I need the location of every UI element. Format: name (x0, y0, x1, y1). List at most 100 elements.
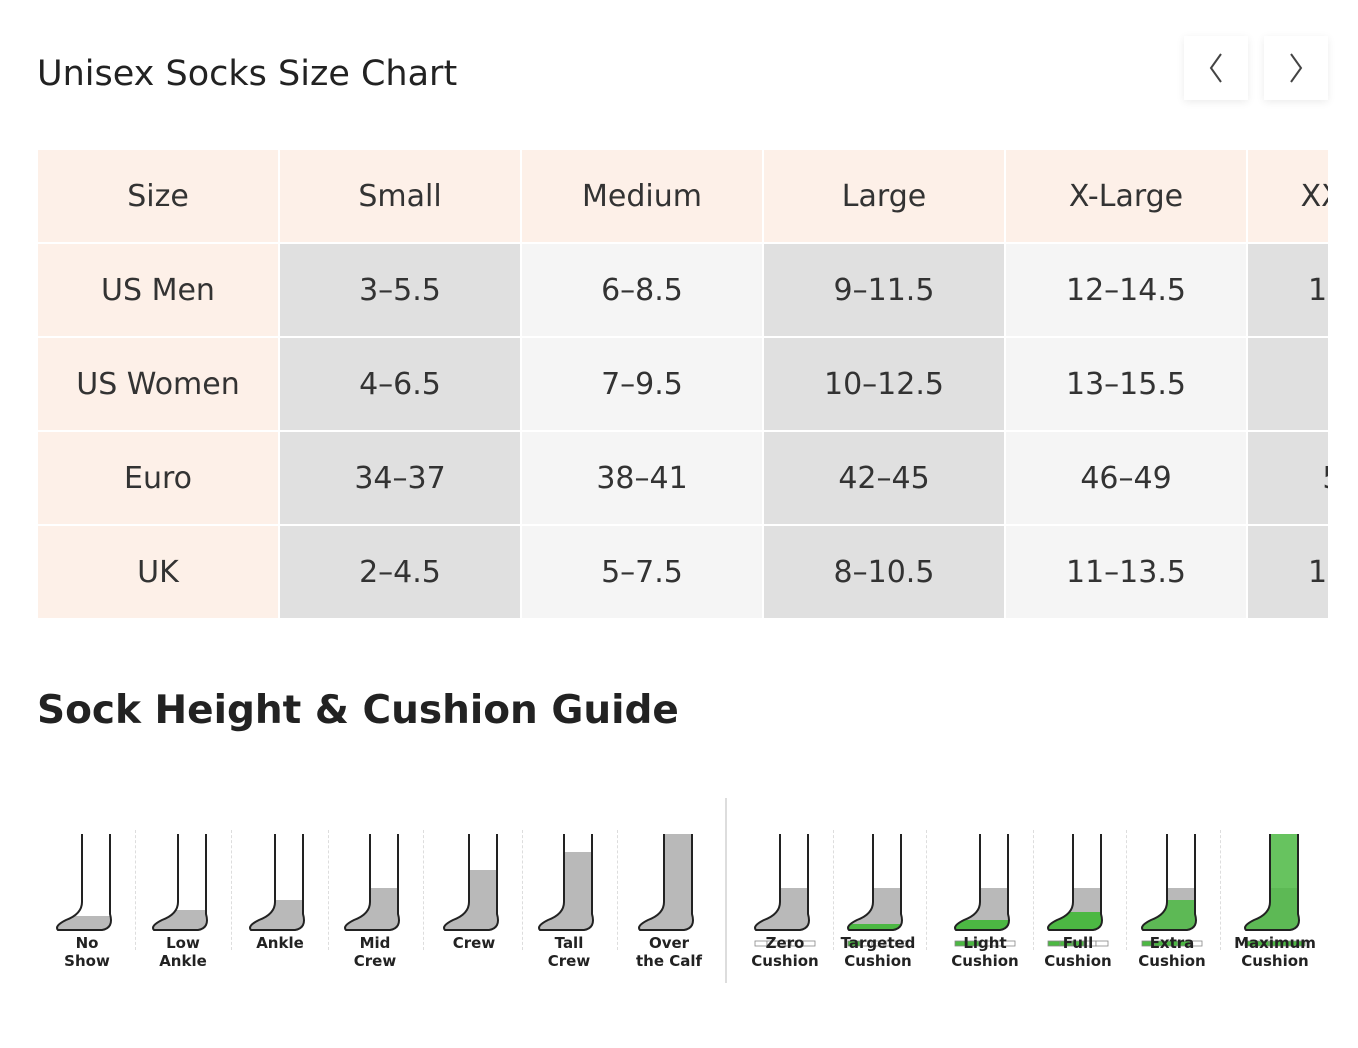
guide-title: Sock Height & Cushion Guide (37, 688, 679, 733)
table-cell: 50–53 (1248, 432, 1328, 524)
cushion-label: Maximum Cushion (1234, 934, 1316, 970)
prev-button[interactable] (1184, 36, 1248, 100)
sock-icon (443, 834, 499, 931)
sock-icon (638, 834, 694, 931)
cushion-bar (1002, 940, 1016, 947)
table-cell: 8–10.5 (764, 526, 1004, 618)
sock-icon (954, 834, 1016, 947)
cushion-fill (955, 920, 1009, 930)
sock-fill (57, 916, 111, 930)
table-cell: 6–8.5 (522, 244, 762, 336)
table-cell: 7–9.5 (522, 338, 762, 430)
cushion-label: Light Cushion (951, 934, 1019, 970)
table-cell: 3–5.5 (280, 244, 520, 336)
table-cell: 38–41 (522, 432, 762, 524)
next-button[interactable] (1264, 36, 1328, 100)
height-label: No Show (64, 934, 110, 970)
separator (1126, 830, 1127, 950)
table-cell: 12–14.5 (1006, 244, 1246, 336)
leg-outline (1047, 834, 1103, 931)
sock-icon (538, 834, 594, 931)
leg-outline (152, 834, 208, 931)
cushion-fill (848, 924, 902, 930)
sock-fill (955, 888, 1009, 930)
table-cell: 10–12.5 (764, 338, 1004, 430)
leg-outline (538, 834, 594, 931)
cushion-bar (1047, 940, 1061, 947)
cushion-item: Zero Cushion (737, 830, 833, 970)
height-item: Low Ankle (135, 830, 231, 970)
height-item: No Show (39, 830, 135, 970)
row-header: UK (38, 526, 278, 618)
height-label: Tall Crew (547, 934, 591, 970)
height-item: Ankle (232, 830, 328, 952)
column-header: XX-Large (1248, 150, 1328, 242)
next-icon (1290, 53, 1303, 83)
leg-outline (1244, 834, 1300, 931)
table-cell: 4–6.5 (280, 338, 520, 430)
leg-outline (344, 834, 400, 931)
separator (926, 830, 927, 950)
separator (135, 830, 136, 950)
leg-outline (56, 834, 112, 931)
column-header: Size (38, 150, 278, 242)
cushion-bar (1292, 940, 1306, 947)
leg-outline (443, 834, 499, 931)
sock-icon (754, 834, 816, 947)
cushion-bar (1189, 940, 1203, 947)
height-item: Mid Crew (327, 830, 423, 970)
sock-fill (755, 888, 809, 930)
leg-outline (754, 834, 810, 931)
table-cell: 13–15.5 (1006, 338, 1246, 430)
height-label: Ankle (256, 934, 304, 952)
cushion-item: Extra Cushion (1124, 830, 1220, 970)
cushion-bar (895, 940, 909, 947)
table-cell: 2–4.5 (280, 526, 520, 618)
table-cell (1248, 338, 1328, 430)
sock-fill (848, 888, 902, 930)
leg-outline (954, 834, 1010, 931)
table-cell: 11–13.5 (1006, 526, 1246, 618)
cushion-item: Targeted Cushion (830, 830, 926, 970)
row-header: Euro (38, 432, 278, 524)
divider (725, 798, 727, 983)
height-label: Mid Crew (353, 934, 397, 970)
sock-icon (152, 834, 208, 931)
separator (1033, 830, 1034, 950)
table-cell: 34–37 (280, 432, 520, 524)
cushion-item: Maximum Cushion (1227, 830, 1323, 970)
separator (1220, 830, 1221, 950)
cushion-fill (1142, 900, 1196, 930)
cushion-label: Full Cushion (1044, 934, 1112, 970)
sock-icon (1141, 834, 1203, 947)
height-label: Crew (452, 934, 496, 952)
separator (231, 830, 232, 950)
cushion-label: Extra Cushion (1138, 934, 1206, 970)
table-cell: 14–16.5 (1248, 526, 1328, 618)
sock-fill (539, 852, 593, 930)
height-item: Over the Calf (621, 830, 717, 970)
leg-outline (1141, 834, 1197, 931)
table-cell: 42–45 (764, 432, 1004, 524)
row-header: US Women (38, 338, 278, 430)
sock-icon (1244, 834, 1306, 947)
cushion-label: Zero Cushion (751, 934, 819, 970)
separator (328, 830, 329, 950)
prev-icon (1209, 53, 1222, 83)
separator (522, 830, 523, 950)
separator (833, 830, 834, 950)
column-header: X-Large (1006, 150, 1246, 242)
cushion-item: Full Cushion (1030, 830, 1126, 970)
row-header: US Men (38, 244, 278, 336)
height-item: Crew (426, 830, 522, 952)
table-cell: 9–11.5 (764, 244, 1004, 336)
sock-fill (345, 888, 399, 930)
cushion-bar (802, 940, 816, 947)
cushion-fill (1245, 834, 1299, 930)
leg-outline (638, 834, 694, 931)
table-cell: 46–49 (1006, 432, 1246, 524)
separator (423, 830, 424, 950)
height-label: Over the Calf (635, 934, 703, 970)
sock-fill (639, 834, 693, 930)
